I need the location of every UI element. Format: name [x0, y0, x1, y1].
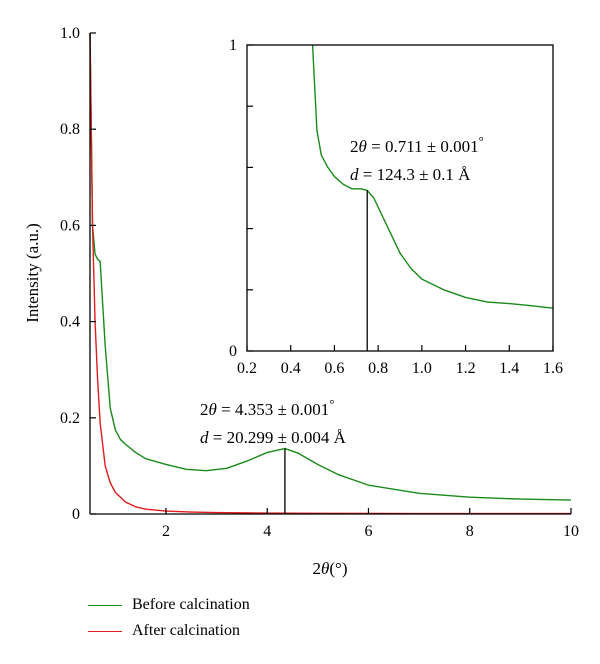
legend-swatch-before — [88, 604, 122, 606]
main-xtick-label: 4 — [263, 523, 271, 540]
inset-ytick-label: 1 — [229, 37, 237, 54]
inset-xtick-label: 1.2 — [456, 360, 476, 377]
inset-xtick-label: 1.4 — [499, 360, 519, 377]
main-ytick-label: 0.8 — [60, 121, 80, 138]
legend-label-after: After calcination — [132, 622, 240, 639]
main-ytick-label: 0.4 — [60, 314, 80, 331]
main-xtick-label: 2 — [162, 523, 170, 540]
inset-ytick-label: 0 — [229, 343, 237, 360]
inset-xtick-label: 0.4 — [281, 360, 301, 377]
main-xtick-label: 6 — [364, 523, 372, 540]
main-series-after-calcination — [89, 32, 571, 515]
y-axis-title: Intensity (a.u.) — [23, 223, 42, 323]
legend-swatch-after — [88, 630, 122, 632]
inset-background — [247, 45, 553, 351]
inset-xtick-label: 0.2 — [237, 360, 257, 377]
inset-annotation-angle: 2θ = 0.711 ± 0.001° — [350, 133, 484, 156]
inset-xtick-label: 1.0 — [412, 360, 432, 377]
inset-xtick-label: 0.8 — [368, 360, 388, 377]
main-ytick-label: 0 — [72, 506, 80, 523]
main-xtick-label: 8 — [466, 523, 474, 540]
inset-series-before-calcination — [311, 44, 554, 309]
inset-annotation-spacing: d = 124.3 ± 0.1 Å — [350, 165, 471, 184]
main-annotation-spacing: d = 20.299 ± 0.004 Å — [200, 428, 347, 447]
legend-item-before: Before calcination — [88, 592, 250, 618]
main-ytick-label: 1.0 — [60, 25, 80, 42]
inset-plot: 0.2 0.4 0.6 0.8 1.0 1.2 1.4 1.6 0 1 2θ = 0.711 ± 0… — [229, 37, 563, 377]
main-xtick-label: 10 — [563, 523, 579, 540]
inset-xtick-label: 0.6 — [324, 360, 344, 377]
main-ytick-label: 0.6 — [60, 217, 80, 234]
x-axis-title: 2θ(°) — [313, 559, 348, 578]
main-series-before-calcination — [89, 32, 572, 501]
inset-xtick-label: 1.6 — [543, 360, 563, 377]
main-ytick-label: 0.2 — [60, 410, 80, 427]
main-annotation-angle: 2θ = 4.353 ± 0.001° — [200, 396, 334, 419]
inset-frame — [246, 44, 554, 352]
legend: Before calcination After calcination — [88, 592, 250, 644]
legend-label-before: Before calcination — [132, 596, 250, 613]
legend-item-after: After calcination — [88, 618, 250, 644]
